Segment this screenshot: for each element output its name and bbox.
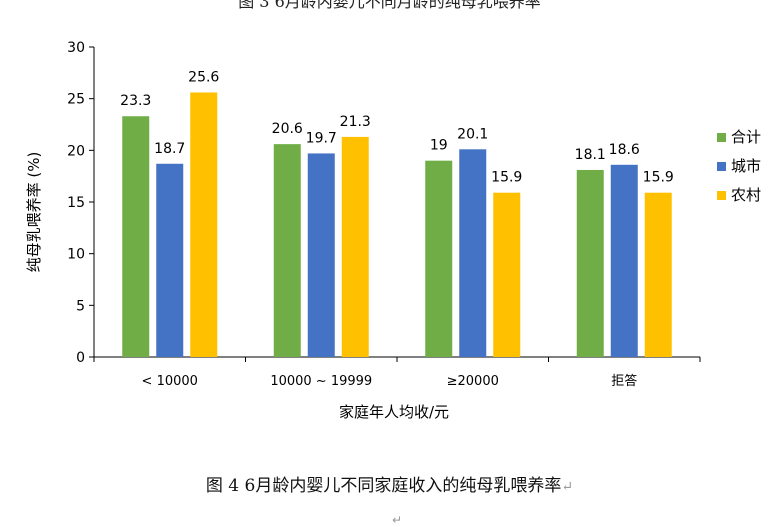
bar: [610, 164, 638, 357]
previous-figure-caption: 图 3 6月龄内婴儿不同月龄的纯母乳喂养率: [238, 0, 541, 11]
y-tick-label: 10: [67, 247, 85, 263]
data-label: 19.7: [306, 130, 337, 146]
x-tick-label: < 10000: [142, 374, 198, 389]
bar: [341, 136, 369, 357]
data-label: 15.9: [643, 170, 674, 186]
legend-swatch: [717, 191, 726, 200]
data-label: 20.6: [272, 121, 303, 137]
bar: [459, 149, 487, 357]
y-tick-label: 0: [76, 350, 85, 366]
y-axis-title: 纯母乳喂养率 (%): [25, 152, 43, 273]
legend-swatch: [717, 133, 726, 142]
y-tick-label: 20: [67, 143, 85, 159]
legend-label: 农村: [731, 186, 761, 204]
bar: [576, 169, 604, 357]
bar: [307, 153, 335, 357]
bar-chart: 0 5 10 15 20 25 30 < 10000 10000 ~ 19999 ≥20000 拒答…: [25, 40, 761, 421]
legend-swatch: [717, 162, 726, 171]
x-tick-label: 10000 ~ 19999: [270, 374, 372, 389]
y-tick-label: 25: [67, 92, 85, 108]
data-label: 21.3: [340, 114, 371, 130]
data-label: 20.1: [457, 126, 488, 142]
line-end-mark: ↵: [561, 479, 574, 495]
bar: [425, 160, 453, 357]
y-tick-label: 15: [67, 195, 85, 211]
figure-caption: 图 4 6月龄内婴儿不同家庭收入的纯母乳喂养率↵: [205, 476, 574, 496]
data-label: 25.6: [188, 69, 219, 85]
chart-bars: [122, 92, 672, 357]
x-axis-title: 家庭年人均收/元: [339, 403, 449, 421]
paragraph-mark: ↵: [392, 513, 403, 527]
data-label: 19: [430, 138, 448, 154]
legend-label: 城市: [731, 157, 761, 175]
bar: [190, 92, 218, 357]
bar: [273, 144, 301, 357]
data-label: 18.1: [575, 147, 606, 163]
data-label: 18.7: [154, 141, 185, 157]
bar: [644, 192, 672, 357]
x-tick-label: 拒答: [611, 373, 637, 389]
data-label: 23.3: [120, 93, 151, 109]
bar: [493, 192, 521, 357]
bar: [156, 163, 184, 357]
y-tick-label: 30: [67, 40, 85, 56]
y-tick-label: 5: [76, 298, 85, 314]
data-label: 15.9: [491, 170, 522, 186]
chart-data-labels: 23.3 18.7 25.6 20.619.721.3 19 20.1 15.9 18.1 18…: [120, 69, 674, 185]
legend-label: 合计: [731, 128, 761, 146]
data-label: 18.6: [609, 142, 640, 158]
bar: [122, 116, 150, 357]
x-tick-label: ≥20000: [447, 374, 499, 389]
